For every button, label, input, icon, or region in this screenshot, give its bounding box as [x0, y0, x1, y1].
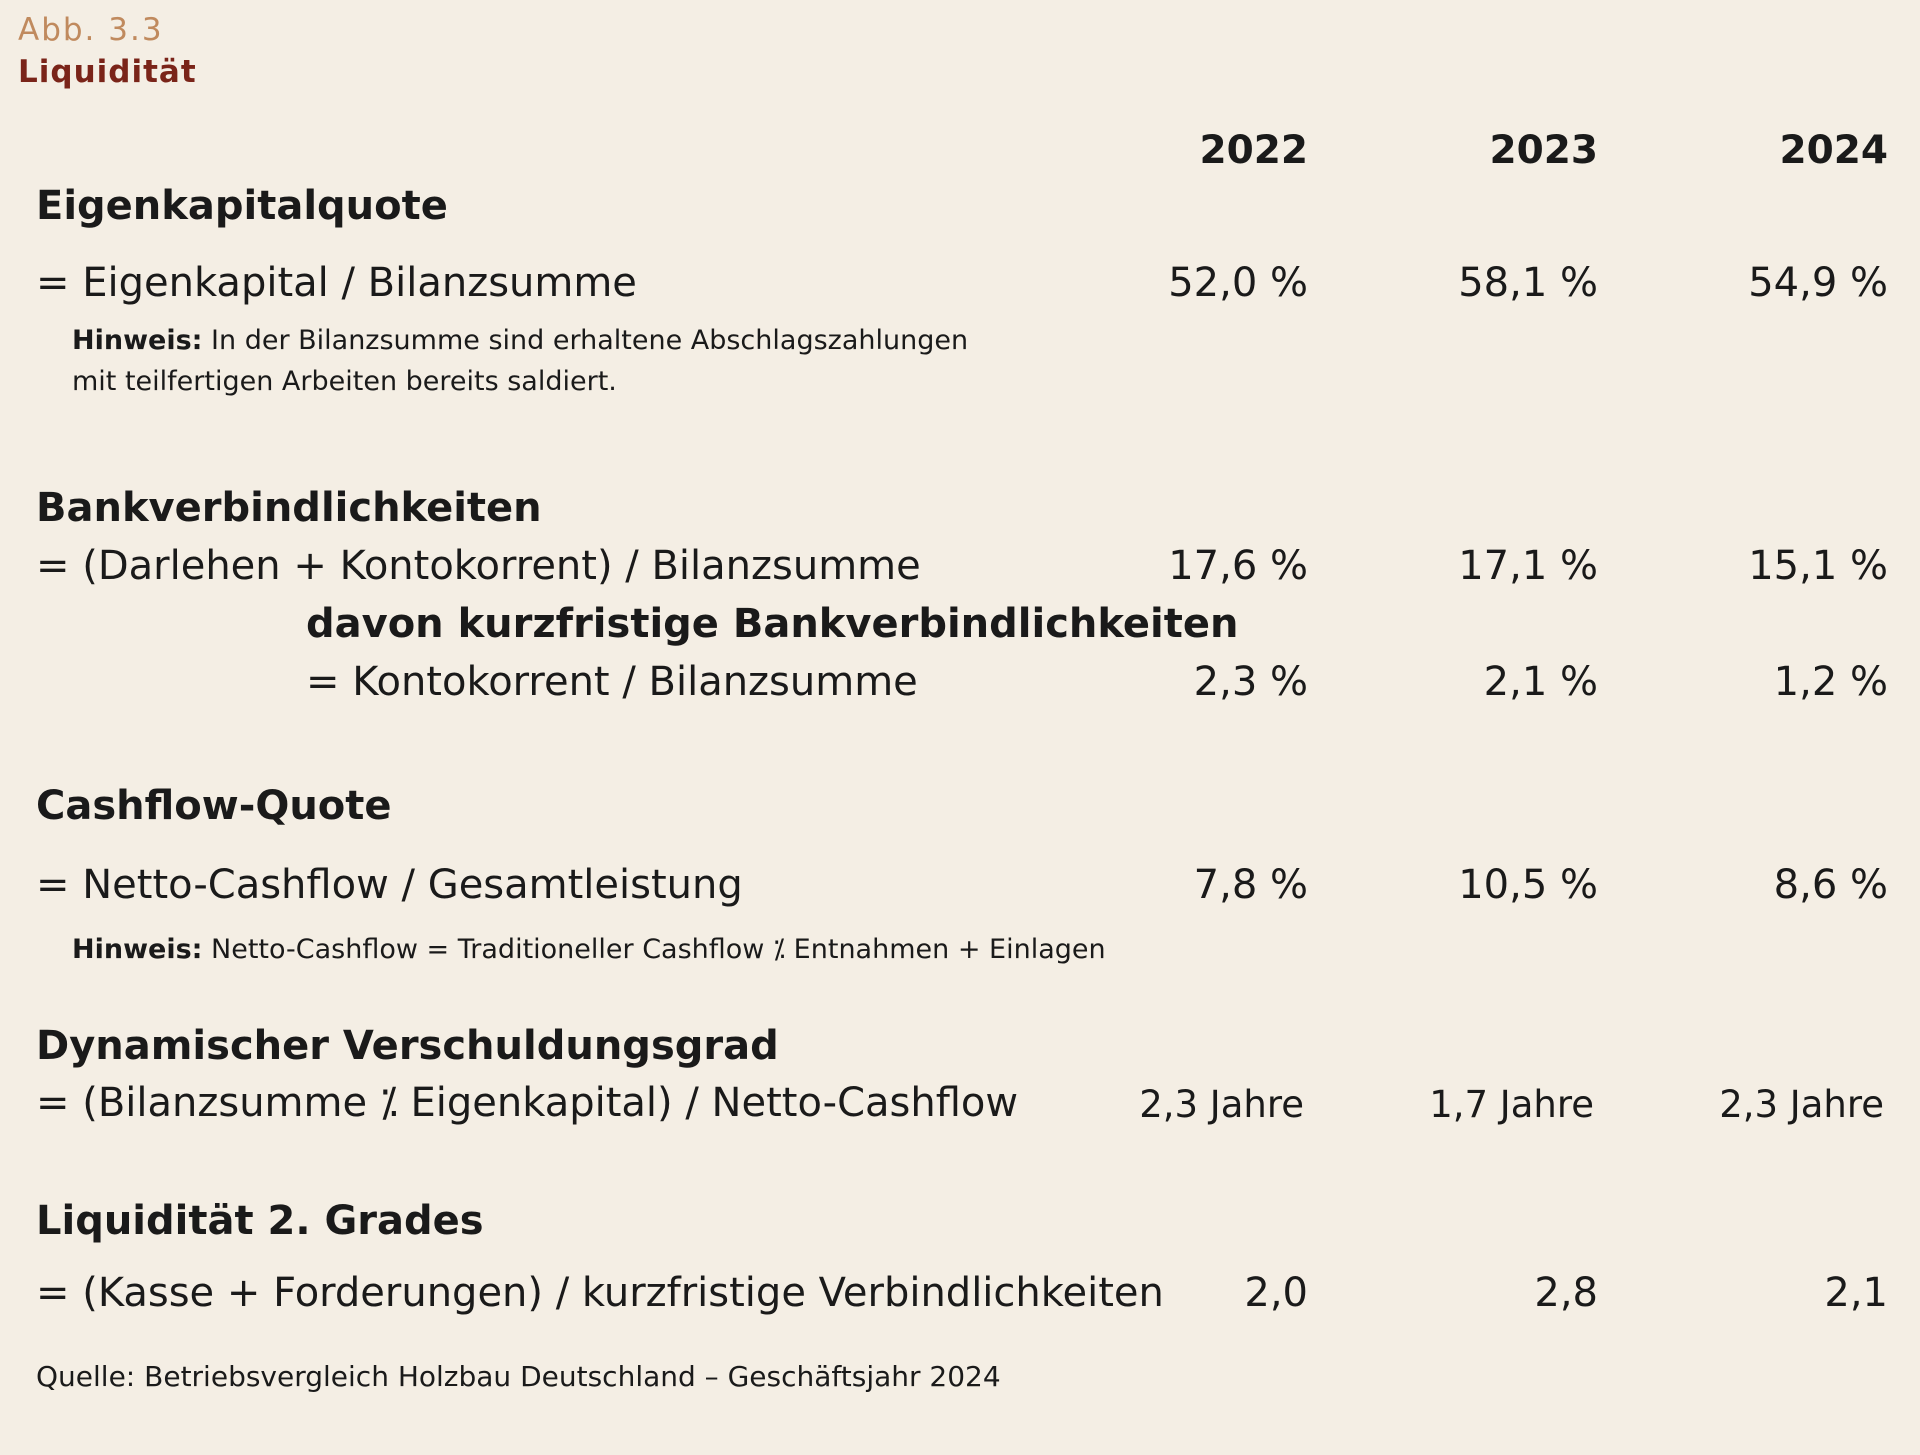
bank-sub-value-2023: 2,1 % — [1483, 659, 1598, 705]
year-header-2022: 2022 — [1199, 128, 1308, 173]
bank-sub-heading: davon kurzfristige Bankverbindlichkeiten — [306, 601, 1239, 647]
figure-title: Liquidität — [18, 54, 197, 90]
bank-value-2022: 17,6 % — [1168, 543, 1308, 589]
liquiditaet-heading: Liquidität 2. Grades — [36, 1198, 484, 1244]
eigenkapital-note-label: Hinweis: — [72, 325, 203, 356]
liquiditaet-value-2023: 2,8 — [1534, 1270, 1598, 1316]
bank-heading: Bankverbindlichkeiten — [36, 485, 542, 531]
bank-formula: = (Darlehen + Kontokorrent) / Bilanzsumm… — [36, 543, 921, 589]
figure-number: Abb. 3.3 — [18, 12, 164, 48]
bank-sub-value-2024: 1,2 % — [1773, 659, 1888, 705]
liquiditaet-formula: = (Kasse + Forderungen) / kurzfristige V… — [36, 1270, 1164, 1316]
eigenkapital-note-line1: In der Bilanzsumme sind erhaltene Abschl… — [202, 325, 969, 356]
liquiditaet-value-2022: 2,0 — [1244, 1270, 1308, 1316]
eigenkapital-note: Hinweis: In der Bilanzsumme sind erhalte… — [72, 320, 968, 402]
cashflow-note-label: Hinweis: — [72, 934, 203, 965]
eigenkapital-note-line2: mit teilfertigen Arbeiten bereits saldie… — [72, 366, 617, 397]
verschuldung-value-2022: 2,3 Jahre — [1139, 1083, 1304, 1126]
verschuldung-value-2024: 2,3 Jahre — [1719, 1083, 1884, 1126]
year-header-2024: 2024 — [1779, 128, 1888, 173]
cashflow-note: Hinweis: Netto-Cashflow = Traditioneller… — [72, 929, 1106, 970]
eigenkapital-value-2024: 54,9 % — [1748, 260, 1888, 306]
eigenkapital-formula: = Eigenkapital / Bilanzsumme — [36, 260, 637, 306]
verschuldung-formula: = (Bilanzsumme ⁒ Eigenkapital) / Netto-C… — [36, 1080, 1019, 1126]
bank-sub-value-2022: 2,3 % — [1193, 659, 1308, 705]
bank-value-2023: 17,1 % — [1458, 543, 1598, 589]
cashflow-heading: Cashflow-Quote — [36, 783, 392, 829]
bank-value-2024: 15,1 % — [1748, 543, 1888, 589]
cashflow-value-2023: 10,5 % — [1458, 862, 1598, 908]
verschuldung-value-2023: 1,7 Jahre — [1429, 1083, 1594, 1126]
cashflow-value-2022: 7,8 % — [1193, 862, 1308, 908]
bank-sub-formula: = Kontokorrent / Bilanzsumme — [306, 659, 918, 705]
verschuldung-heading: Dynamischer Verschuldungsgrad — [36, 1023, 779, 1069]
liquiditaet-value-2024: 2,1 — [1824, 1270, 1888, 1316]
cashflow-note-text: Netto-Cashflow = Traditioneller Cashflow… — [202, 934, 1106, 965]
cashflow-formula: = Netto-Cashflow / Gesamtleistung — [36, 862, 743, 908]
eigenkapital-heading: Eigenkapitalquote — [36, 183, 448, 229]
eigenkapital-value-2023: 58,1 % — [1458, 260, 1598, 306]
cashflow-value-2024: 8,6 % — [1773, 862, 1888, 908]
source-note: Quelle: Betriebsvergleich Holzbau Deutsc… — [36, 1360, 1001, 1393]
eigenkapital-value-2022: 52,0 % — [1168, 260, 1308, 306]
year-header-2023: 2023 — [1489, 128, 1598, 173]
